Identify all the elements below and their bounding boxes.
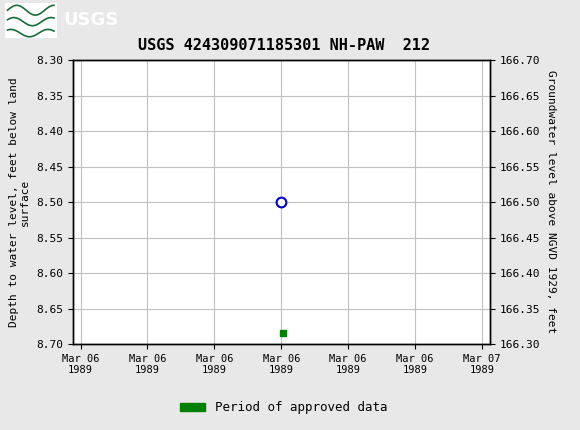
Text: USGS 424309071185301 NH-PAW  212: USGS 424309071185301 NH-PAW 212	[138, 38, 430, 52]
Bar	[5, 3, 57, 37]
Text: USGS: USGS	[64, 12, 119, 29]
Legend: Period of approved data: Period of approved data	[175, 396, 393, 419]
Y-axis label: Depth to water level, feet below land
surface: Depth to water level, feet below land su…	[9, 77, 30, 327]
Y-axis label: Groundwater level above NGVD 1929, feet: Groundwater level above NGVD 1929, feet	[546, 71, 556, 334]
